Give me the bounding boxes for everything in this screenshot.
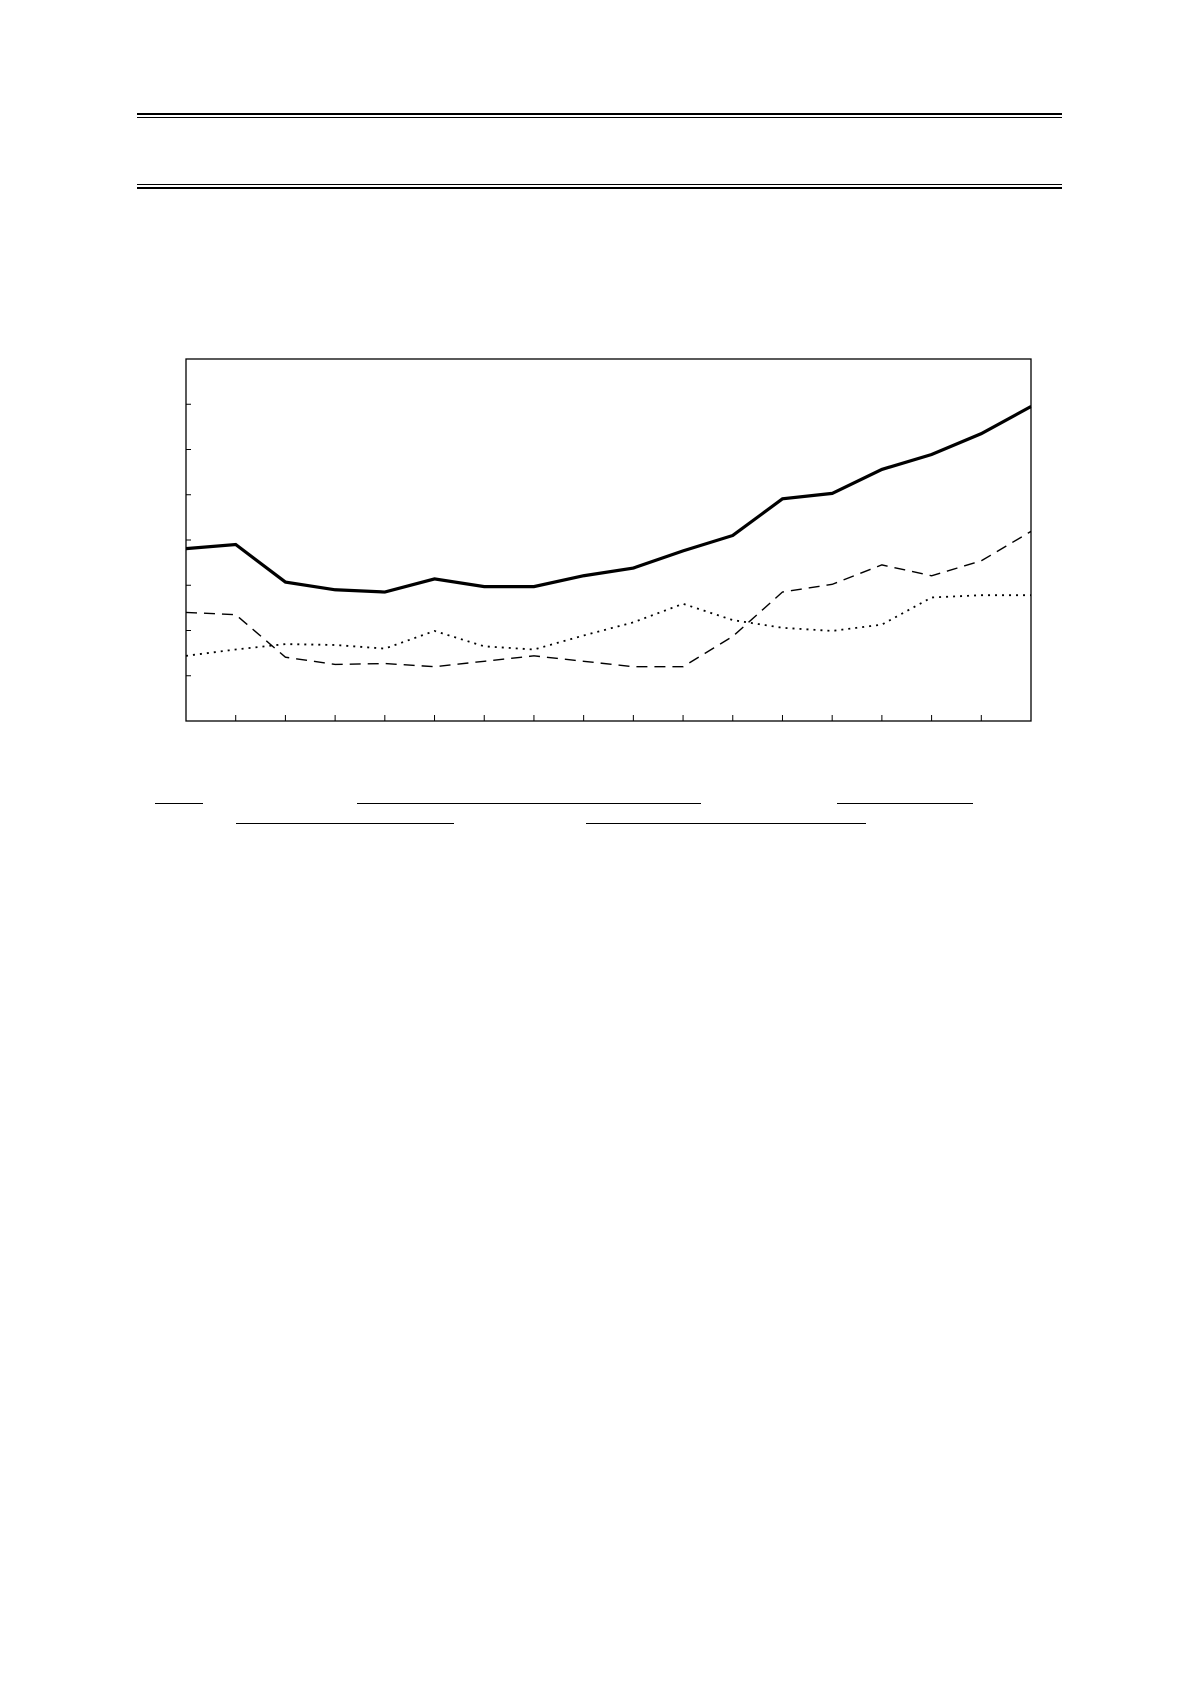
header-rule-bottom-thin bbox=[137, 184, 1062, 185]
series-line-3 bbox=[185, 594, 1031, 657]
series-line-1 bbox=[185, 405, 1032, 594]
header-rule-top-thin bbox=[137, 117, 1062, 118]
note-underline-4 bbox=[236, 823, 454, 824]
header-rule-bottom bbox=[137, 187, 1062, 189]
series-line-2 bbox=[185, 530, 1032, 668]
plot-frame bbox=[185, 358, 1032, 722]
note-underline-3 bbox=[837, 803, 973, 804]
note-underline-5 bbox=[586, 823, 866, 824]
header-rule-top bbox=[137, 113, 1062, 115]
note-underline-2 bbox=[357, 803, 701, 804]
note-underline-1 bbox=[155, 803, 203, 804]
